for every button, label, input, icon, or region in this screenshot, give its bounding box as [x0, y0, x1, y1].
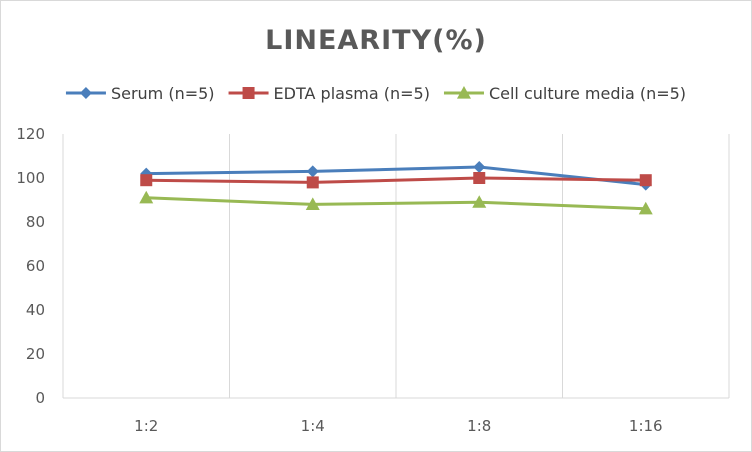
data-point	[140, 174, 153, 187]
data-point	[638, 201, 653, 215]
series-2	[140, 172, 652, 189]
y-tick-label: 120	[16, 125, 45, 143]
data-point	[305, 197, 320, 210]
legend-label: EDTA plasma (n=5)	[274, 84, 430, 103]
y-tick-label: 40	[26, 301, 45, 319]
legend-marker	[456, 86, 471, 99]
y-tick-label: 20	[26, 345, 45, 363]
legend-marker	[79, 87, 92, 99]
data-point	[306, 165, 319, 178]
y-tick-label: 80	[26, 213, 45, 231]
x-tick-label: 1:16	[629, 417, 663, 435]
y-tick-label: 60	[26, 257, 45, 275]
series-line	[146, 165, 646, 187]
data-point	[473, 172, 486, 184]
gridlines	[62, 134, 730, 398]
axes: 0 20 40 60 80 100 120 1:2 1:4 1:8 1:16	[16, 125, 729, 435]
data-point	[139, 190, 154, 204]
series-line	[146, 196, 646, 211]
y-tick-label: 0	[35, 389, 45, 407]
x-tick-label: 1:4	[301, 417, 325, 435]
series-line	[146, 176, 646, 184]
data-point	[472, 195, 487, 208]
data-point	[306, 176, 319, 189]
legend-label: Serum (n=5)	[111, 84, 215, 103]
series-group	[139, 161, 653, 215]
x-tick-label: 1:8	[467, 417, 491, 435]
y-tick-label: 100	[16, 169, 45, 187]
legend-marker	[242, 87, 255, 99]
chart-title: LINEARITY(%)	[265, 25, 487, 56]
data-point	[473, 161, 486, 173]
series-3	[139, 190, 653, 215]
x-tick-label: 1:2	[134, 417, 158, 435]
data-point	[639, 174, 652, 187]
legend: Serum (n=5) EDTA plasma (n=5) Cell culture…	[65, 84, 686, 103]
legend-label: Cell culture media (n=5)	[489, 84, 686, 103]
